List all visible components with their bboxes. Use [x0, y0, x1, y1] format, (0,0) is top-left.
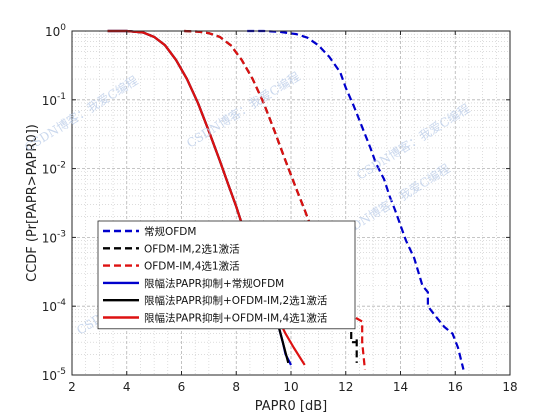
legend-label: OFDM-IM,4选1激活 [144, 260, 240, 273]
y-tick-label: 10-2 [42, 161, 66, 177]
x-tick-label: 14 [393, 380, 408, 394]
y-axis: 100 10-1 10-2 10-3 10-4 10-5 [42, 23, 510, 383]
x-tick-label: 12 [338, 380, 353, 394]
x-tick-label: 8 [232, 380, 240, 394]
legend-label: 限幅法PAPR抑制+常规OFDM [144, 277, 284, 290]
series-line-3 [184, 29, 367, 370]
y-tick-label: 10-5 [42, 367, 66, 383]
x-tick-label: 18 [502, 380, 517, 394]
legend: 常规OFDM OFDM-IM,2选1激活 OFDM-IM,4选1激活限幅法PAPR抑… [97, 220, 356, 330]
x-tick-label: 10 [283, 380, 298, 394]
x-axis: 2 4 6 8 10 12 14 16 18 [68, 31, 518, 394]
x-tick-label: 4 [123, 380, 131, 394]
x-axis-label: PAPR0 [dB] [255, 399, 328, 414]
legend-label: 限幅法PAPR抑制+OFDM-IM,4选1激活 [144, 312, 328, 325]
series-line-1 [247, 29, 465, 370]
x-tick-label: 16 [448, 380, 463, 394]
legend-label: 常规OFDM [144, 225, 196, 238]
y-tick-label: 100 [45, 23, 66, 39]
y-tick-label: 10-3 [42, 229, 66, 245]
y-axis-label: CCDF (Pr[PAPR>PAPR0]) [25, 124, 40, 282]
legend-label: OFDM-IM,2选1激活 [144, 242, 240, 255]
y-tick-label: 10-1 [42, 92, 66, 108]
y-tick-label: 10-4 [42, 298, 67, 314]
legend-box [97, 220, 356, 330]
legend-label: 限幅法PAPR抑制+OFDM-IM,2选1激活 [144, 294, 328, 307]
x-tick-label: 6 [178, 380, 186, 394]
x-tick-label: 2 [68, 380, 76, 394]
